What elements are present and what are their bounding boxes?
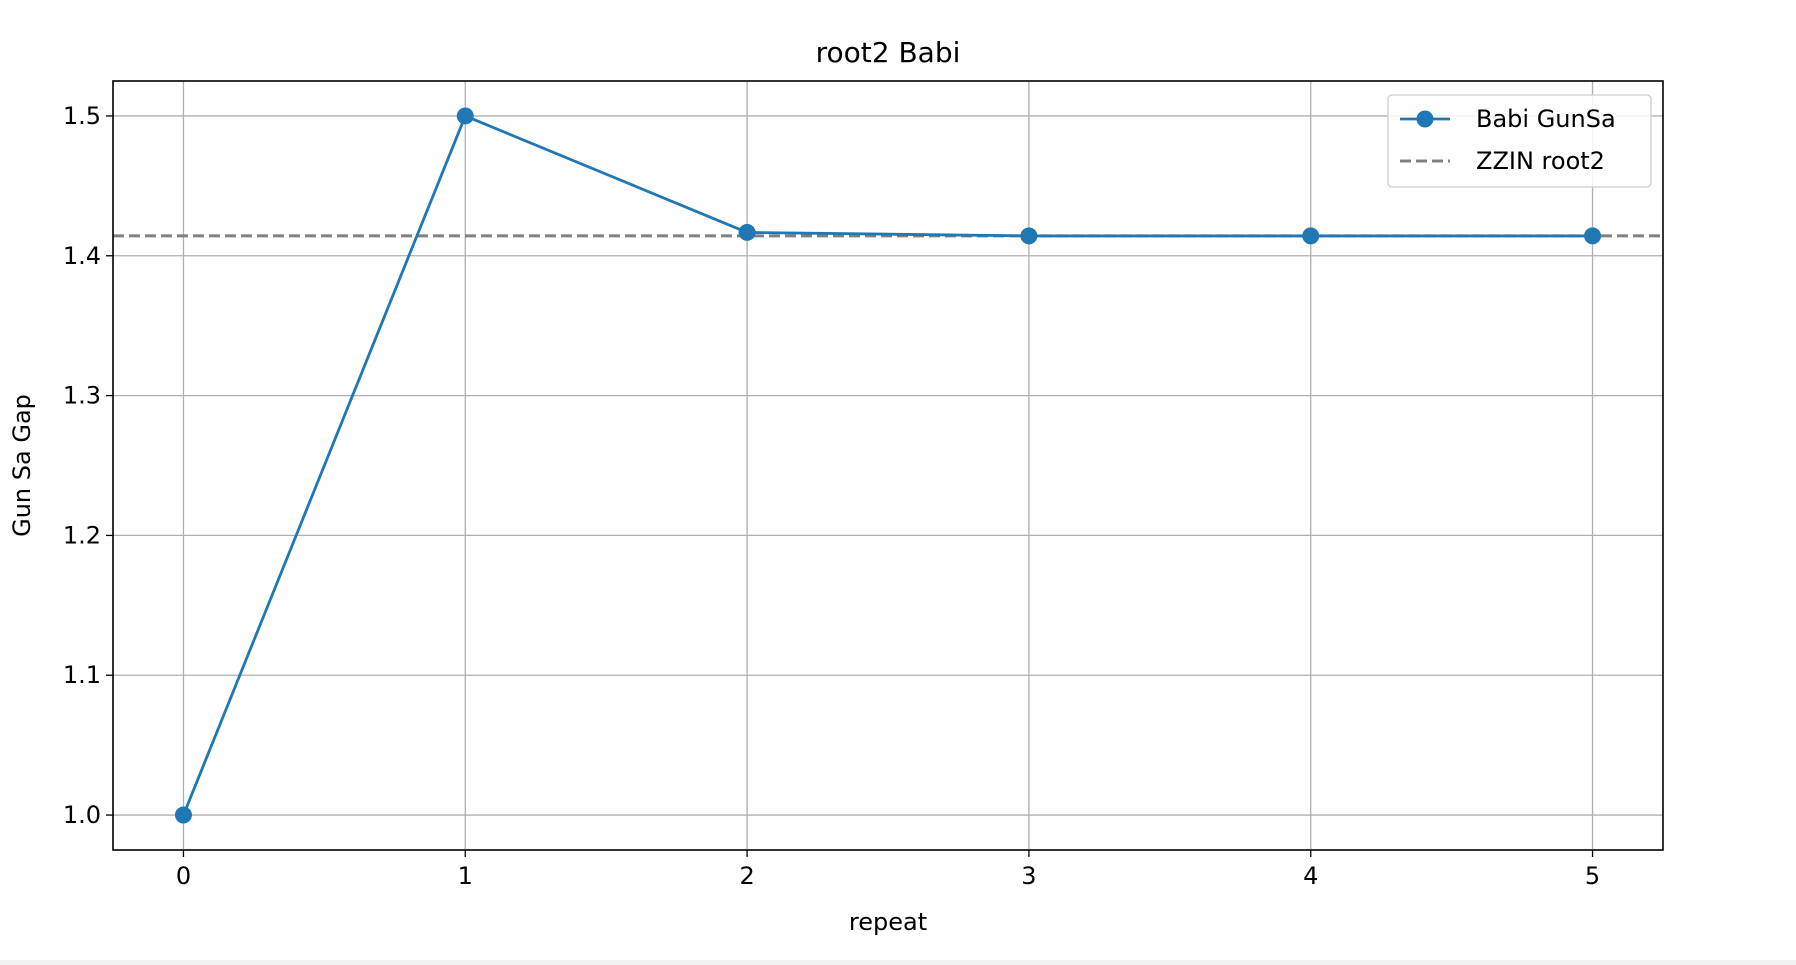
x-tick-label: 5	[1585, 862, 1600, 890]
x-tick-label: 1	[458, 862, 473, 890]
grid	[113, 81, 1663, 850]
y-tick-label: 1.2	[63, 521, 101, 549]
bottom-strip	[0, 960, 1796, 965]
ticks: 0 1 2 3 4 5 1.0 1.1 1.2 1.3 1.4 1.5	[63, 102, 1600, 890]
data-point	[1584, 227, 1602, 245]
chart-title: root2 Babi	[816, 36, 961, 69]
y-tick-label: 1.1	[63, 661, 101, 689]
x-tick-label: 0	[176, 862, 191, 890]
series-layer	[174, 107, 1602, 824]
y-axis-label: Gun Sa Gap	[8, 394, 36, 537]
x-tick-label: 2	[739, 862, 754, 890]
x-tick-label: 4	[1303, 862, 1318, 890]
y-tick-label: 1.5	[63, 102, 101, 130]
data-point	[1302, 227, 1320, 245]
y-tick-label: 1.0	[63, 801, 101, 829]
legend-entries: Babi GunSa ZZIN root2	[1400, 105, 1616, 175]
data-point	[738, 223, 756, 241]
x-axis-label: repeat	[849, 908, 927, 936]
legend: Babi GunSa ZZIN root2	[1387, 94, 1652, 188]
legend-label: Babi GunSa	[1476, 105, 1616, 133]
plot-frame	[112, 80, 1664, 851]
data-point	[1020, 227, 1038, 245]
x-tick-label: 3	[1021, 862, 1036, 890]
legend-box	[1387, 94, 1652, 188]
y-tick-label: 1.3	[63, 382, 101, 410]
legend-swatch-marker	[1416, 110, 1434, 128]
data-point	[174, 806, 192, 824]
y-tick-label: 1.4	[63, 242, 101, 270]
data-point	[456, 107, 474, 125]
legend-label: ZZIN root2	[1476, 147, 1605, 175]
series-line	[182, 114, 1593, 816]
